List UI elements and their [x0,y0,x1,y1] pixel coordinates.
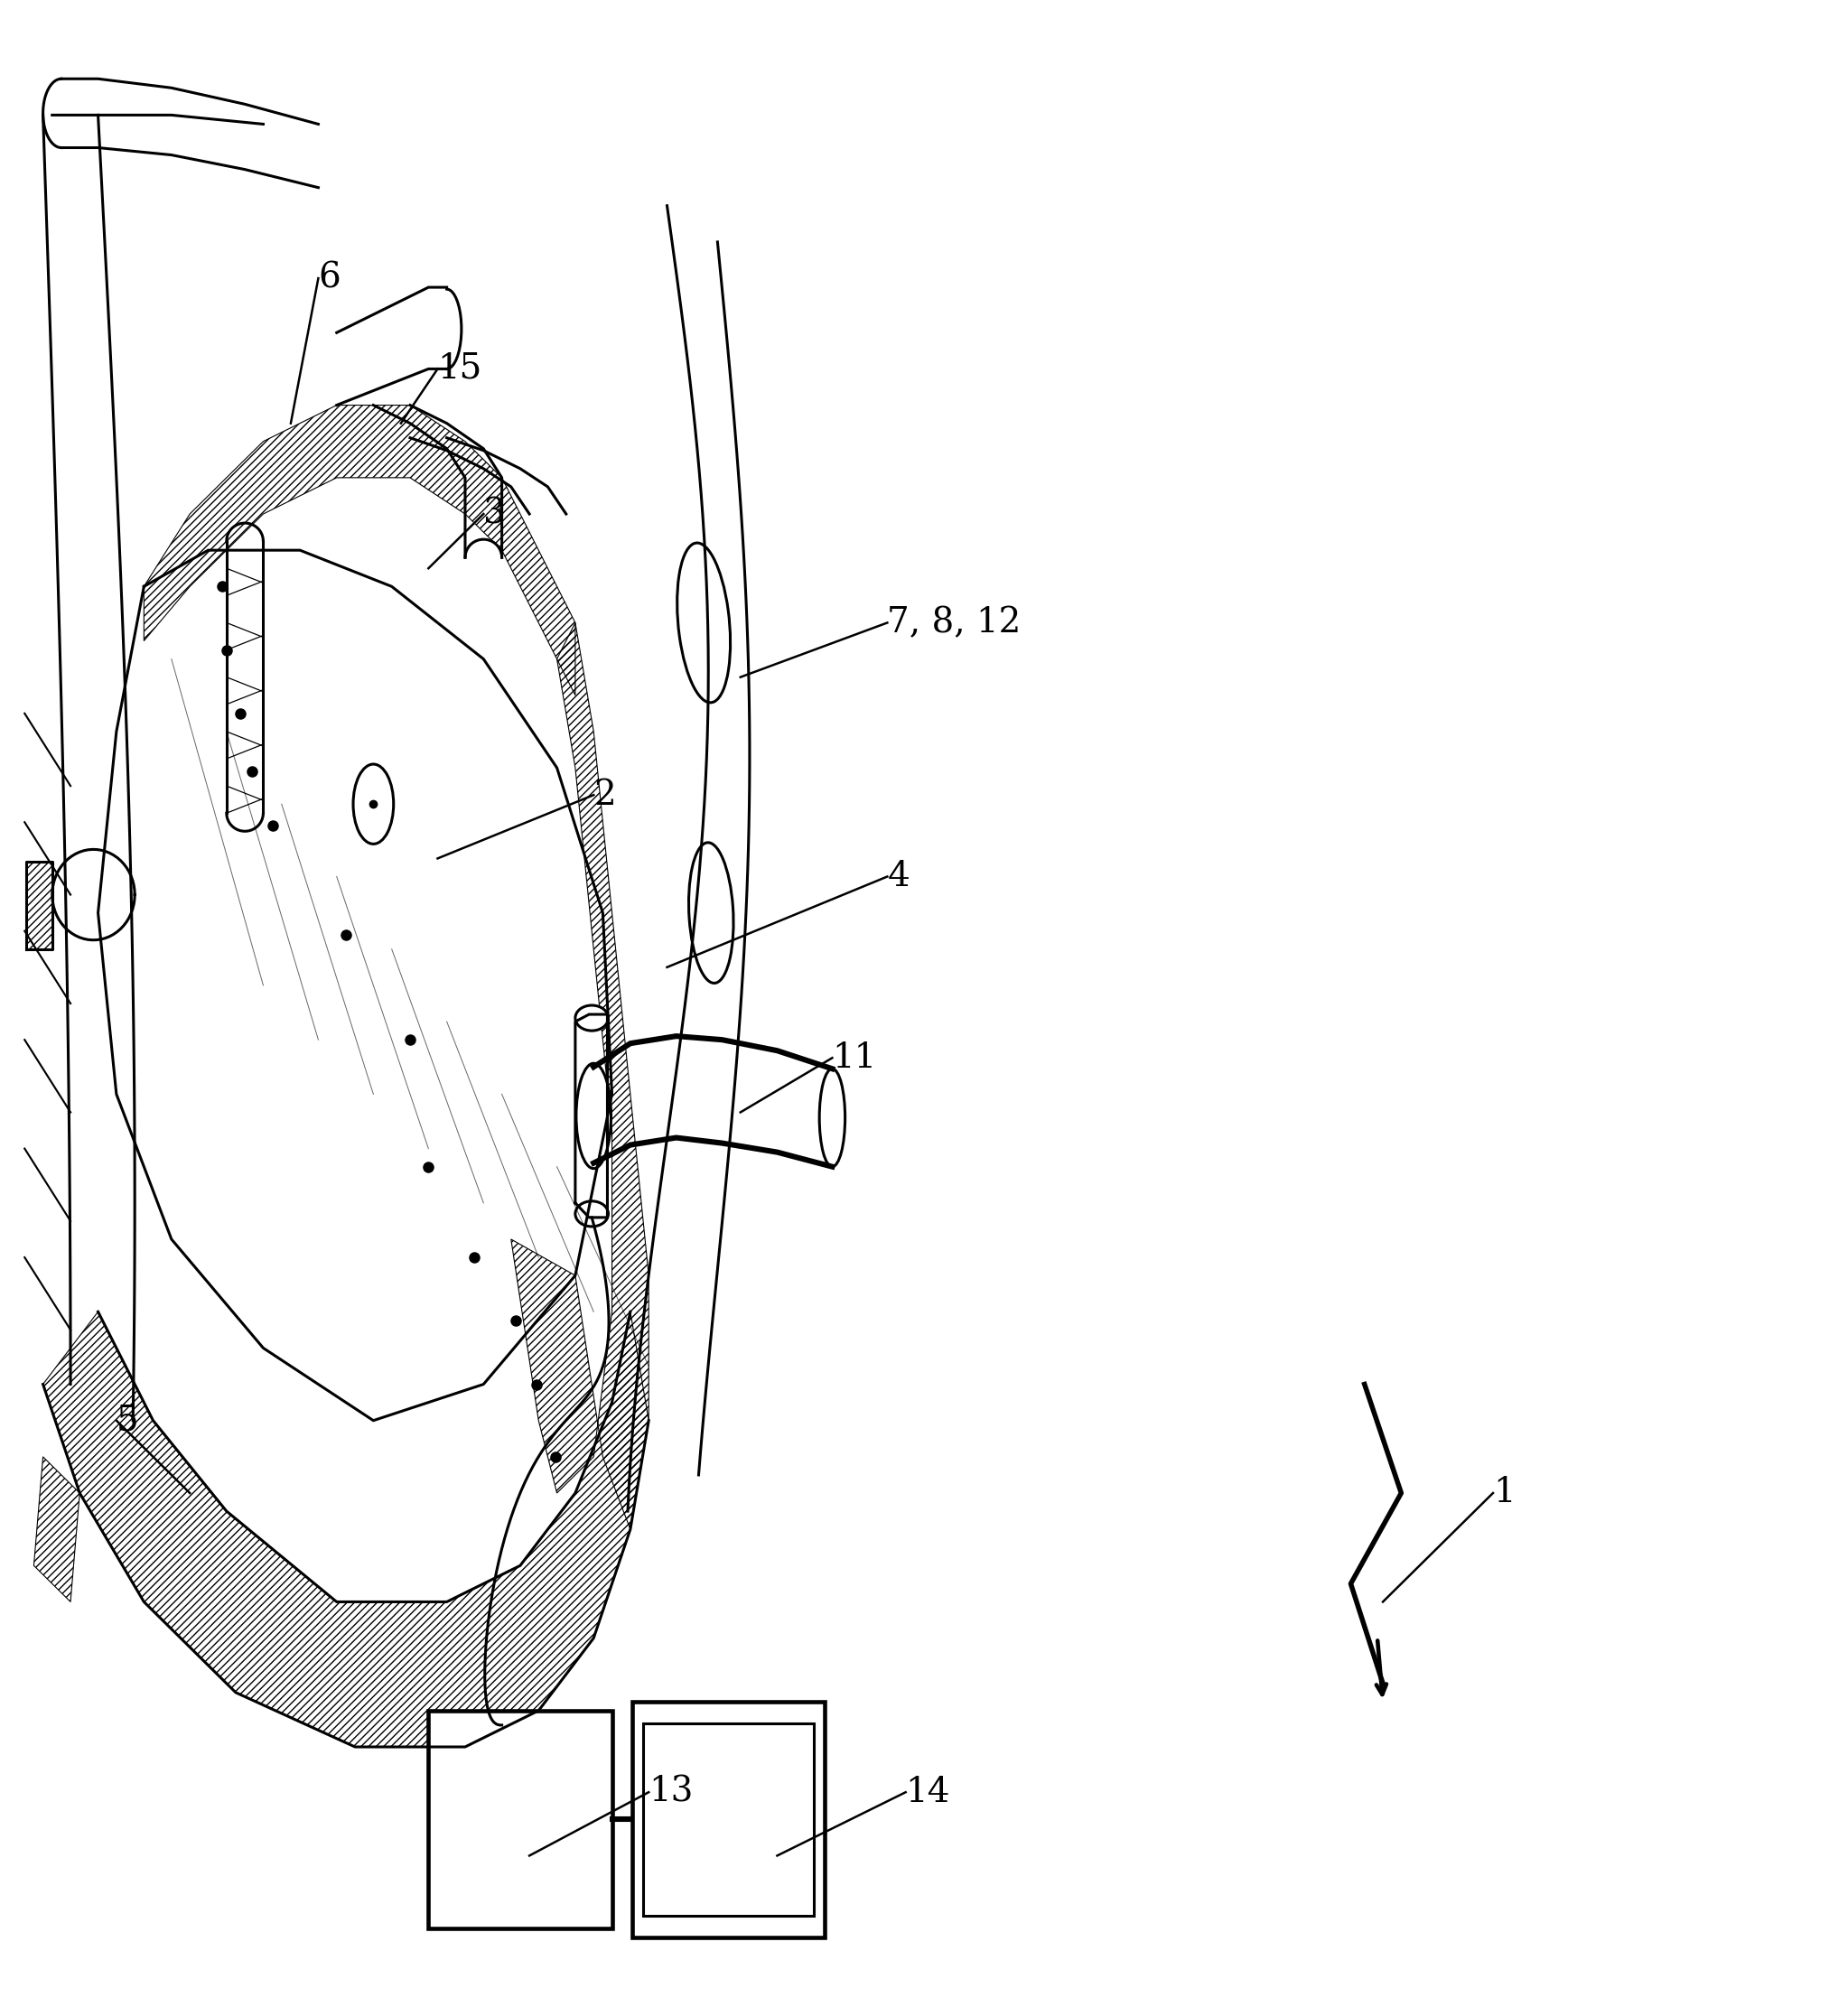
Text: 11: 11 [832,1042,876,1074]
Bar [429,1710,612,1929]
Ellipse shape [575,1006,608,1032]
Ellipse shape [575,1200,608,1226]
Bar [643,1724,813,1915]
Text: 4: 4 [887,859,909,893]
Text: 5: 5 [116,1403,139,1437]
Bar [26,863,52,949]
Text: 15: 15 [438,351,482,385]
Text: 3: 3 [484,498,506,530]
Text: 13: 13 [649,1776,693,1808]
Text: 7, 8, 12: 7, 8, 12 [887,606,1022,640]
Bar [632,1702,824,1937]
Text: 6: 6 [318,261,340,295]
Text: 14: 14 [906,1776,950,1808]
Ellipse shape [577,1064,612,1168]
Text: 1: 1 [1493,1477,1515,1509]
Ellipse shape [819,1070,845,1166]
Text: 2: 2 [593,779,615,811]
